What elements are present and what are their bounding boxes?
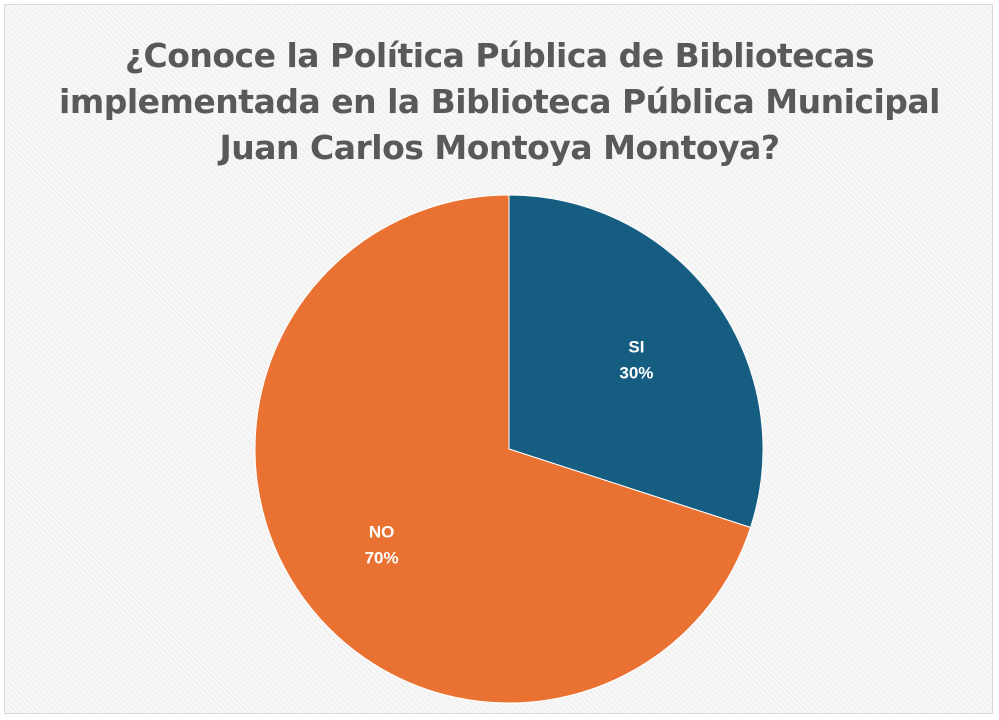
chart-area: ¿Conoce la Política Pública de Bibliotec… [4,4,993,714]
pie-label-value: 70% [365,549,399,568]
pie-label-value: 30% [619,363,653,382]
chart-title-line-2: implementada en la Biblioteca Pública Mu… [59,82,940,121]
pie-label-name: SI [628,337,644,356]
chart-title: ¿Conoce la Política Pública de Bibliotec… [5,33,992,171]
chart-title-line-3: Juan Carlos Montoya Montoya? [219,128,781,167]
pie-label-name: NO [369,523,395,542]
pie-label-no: NO 70% [365,523,399,568]
pie-slice-no [254,194,752,704]
chart-title-line-1: ¿Conoce la Política Pública de Bibliotec… [124,36,875,75]
pie-slice-si [508,194,764,529]
pie-chart: SI 30% NO 70% [254,194,764,704]
pie-label-si: SI 30% [619,337,653,382]
